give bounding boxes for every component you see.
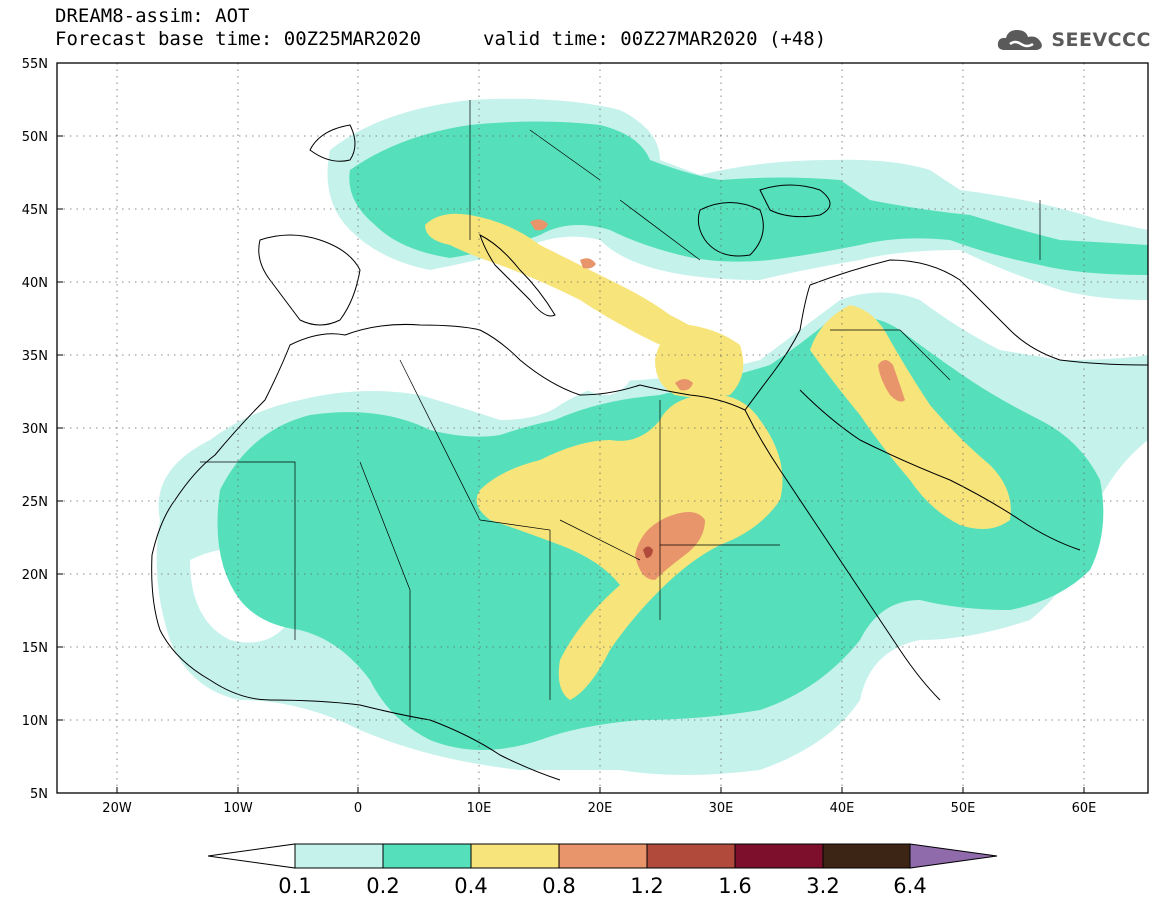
- latitude-axis: 55N 50N 45N 40N 35N 30N 25N 20N 15N 10N …: [22, 57, 63, 802]
- aot-level-0-4: [425, 213, 1011, 700]
- lon-tick-30e: 30E: [709, 787, 734, 816]
- colorbar-swatch-0-4: [470, 843, 560, 869]
- colorbar-label-0-2: 0.2: [366, 874, 399, 898]
- lon-tick-20w: 20W: [102, 787, 132, 816]
- lat-tick-25n: 25N: [22, 495, 63, 510]
- lon-tick-10w: 10W: [223, 787, 253, 816]
- svg-text:5N: 5N: [30, 787, 48, 802]
- colorbar-swatch-1-2: [646, 843, 736, 869]
- map-title: DREAM8-assim: AOT: [55, 5, 250, 27]
- svg-text:10W: 10W: [223, 801, 253, 816]
- colorbar-under-triangle: [207, 843, 296, 869]
- forecast-valid-time: valid time: 00Z27MAR2020 (+48): [483, 28, 827, 50]
- svg-text:15N: 15N: [22, 641, 48, 656]
- lat-tick-20n: 20N: [22, 568, 63, 583]
- svg-text:40N: 40N: [22, 276, 48, 291]
- svg-text:0: 0: [354, 801, 362, 816]
- svg-text:50N: 50N: [22, 130, 48, 145]
- country-borders: [200, 100, 1041, 720]
- svg-text:25N: 25N: [22, 495, 48, 510]
- colorbar-label-0-8: 0.8: [542, 874, 575, 898]
- colorbar-over-triangle: [909, 843, 998, 869]
- lat-tick-5n: 5N: [30, 787, 63, 802]
- logo-text: SEEVCCC: [1051, 29, 1151, 51]
- lat-tick-50n: 50N: [22, 130, 63, 145]
- lat-tick-45n: 45N: [22, 203, 63, 218]
- grid-lines: [57, 63, 1148, 793]
- svg-text:20N: 20N: [22, 568, 48, 583]
- colorbar-swatch-0-1: [294, 843, 384, 869]
- lon-tick-20e: 20E: [588, 787, 613, 816]
- svg-text:60E: 60E: [1072, 801, 1097, 816]
- colorbar-label-6-4: 6.4: [893, 874, 926, 898]
- aot-level-1-2: [643, 546, 653, 558]
- aot-level-0-8: [530, 219, 905, 580]
- svg-text:55N: 55N: [22, 57, 48, 72]
- forecast-base-time: Forecast base time: 00Z25MAR2020: [55, 28, 422, 50]
- colorbar-label-0-1: 0.1: [278, 874, 311, 898]
- coastlines: [151, 124, 1148, 781]
- colorbar-swatch-0-2: [382, 843, 472, 869]
- cloud-logo-icon: [998, 30, 1043, 50]
- lat-tick-55n: 55N: [22, 57, 63, 72]
- colorbar-label-0-4: 0.4: [454, 874, 487, 898]
- colorbar: [207, 843, 998, 869]
- svg-text:30N: 30N: [22, 422, 48, 437]
- colorbar-swatch-3-2: [822, 843, 911, 869]
- svg-text:10E: 10E: [467, 801, 492, 816]
- svg-text:35N: 35N: [22, 349, 48, 364]
- colorbar-label-1-2: 1.2: [630, 874, 663, 898]
- lat-tick-10n: 10N: [22, 714, 63, 729]
- colorbar-label-1-6: 1.6: [718, 874, 751, 898]
- colorbar-labels: 0.1 0.2 0.4 0.8 1.2 1.6 3.2 6.4: [278, 874, 926, 898]
- svg-text:50E: 50E: [951, 801, 976, 816]
- lon-tick-40e: 40E: [830, 787, 855, 816]
- longitude-axis: 20W 10W 0 10E 20E 30E 40E 50E 60E: [102, 787, 1096, 816]
- colorbar-label-3-2: 3.2: [806, 874, 839, 898]
- svg-text:10N: 10N: [22, 714, 48, 729]
- colorbar-swatch-1-6: [734, 843, 824, 869]
- lon-tick-50e: 50E: [951, 787, 976, 816]
- svg-text:20E: 20E: [588, 801, 613, 816]
- lat-tick-15n: 15N: [22, 641, 63, 656]
- svg-text:20W: 20W: [102, 801, 132, 816]
- colorbar-swatch-0-8: [558, 843, 648, 869]
- lat-tick-40n: 40N: [22, 276, 63, 291]
- lat-tick-30n: 30N: [22, 422, 63, 437]
- forecast-times: Forecast base time: 00Z25MAR2020 valid ti…: [55, 28, 826, 50]
- svg-text:45N: 45N: [22, 203, 48, 218]
- svg-text:30E: 30E: [709, 801, 734, 816]
- lat-tick-35n: 35N: [22, 349, 63, 364]
- seevccc-logo: SEEVCCC: [995, 24, 1151, 56]
- lon-tick-0: 0: [354, 787, 362, 816]
- lon-tick-10e: 10E: [467, 787, 492, 816]
- svg-text:40E: 40E: [830, 801, 855, 816]
- lon-tick-60e: 60E: [1072, 787, 1097, 816]
- aot-field: [156, 98, 1148, 775]
